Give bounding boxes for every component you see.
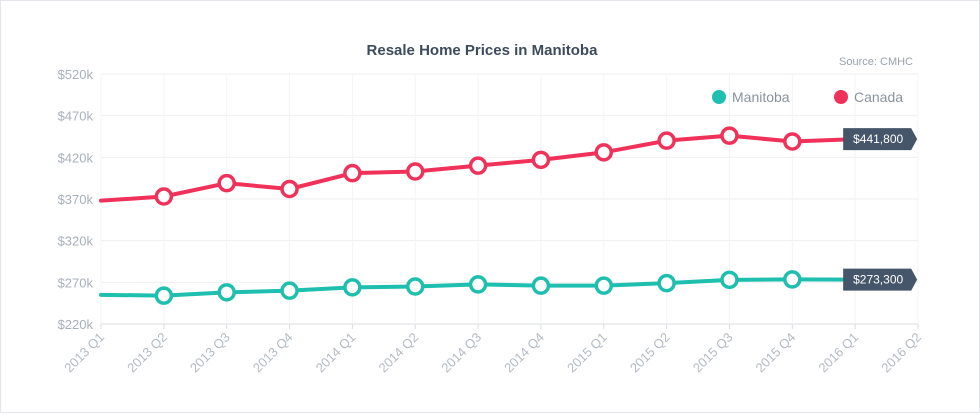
value-callout-label-manitoba: $273,300 <box>853 273 903 287</box>
x-tick-label: 2015 Q1 <box>564 330 610 376</box>
data-point-manitoba[interactable] <box>657 273 676 293</box>
x-tick-label: 2013 Q3 <box>187 330 233 376</box>
y-tick-label: $470k <box>58 109 94 124</box>
data-point-manitoba[interactable] <box>783 270 802 289</box>
x-tick-label: 2014 Q2 <box>375 330 421 376</box>
data-point-manitoba[interactable] <box>594 276 614 295</box>
x-tick-label: 2015 Q2 <box>627 330 673 376</box>
legend-marker-canada <box>834 90 848 104</box>
data-point-canada[interactable] <box>720 126 739 145</box>
data-point-canada[interactable] <box>657 131 676 150</box>
legend-item-canada[interactable]: Canada <box>834 89 903 105</box>
legend-label-manitoba: Manitoba <box>732 89 790 105</box>
series-layer <box>99 126 858 305</box>
y-tick-label: $420k <box>58 150 94 165</box>
x-tick-label: 2014 Q1 <box>313 330 359 376</box>
value-callout-canada <box>843 128 918 151</box>
y-tick-label: $270k <box>58 275 94 290</box>
data-point-canada[interactable] <box>783 132 802 151</box>
y-tick-label: $520k <box>58 67 94 82</box>
x-tick-label: 2016 Q2 <box>878 330 924 376</box>
data-point-canada[interactable] <box>217 173 236 193</box>
x-tick-label: 2014 Q4 <box>501 330 547 376</box>
legend-item-manitoba[interactable]: Manitoba <box>712 89 790 105</box>
legend-marker-manitoba <box>712 90 726 104</box>
y-tick-label: $370k <box>58 192 94 207</box>
data-point-manitoba[interactable] <box>531 276 551 295</box>
data-point-manitoba[interactable] <box>343 278 362 297</box>
x-tick-label: 2013 Q2 <box>124 330 170 376</box>
data-point-canada[interactable] <box>468 156 488 175</box>
data-point-canada[interactable] <box>154 187 174 206</box>
x-axis: 2013 Q1 2013 Q2 2013 Q3 2013 Q4 2014 Q1 2014 … <box>61 324 924 375</box>
y-tick-label: $220k <box>58 317 94 332</box>
data-point-canada[interactable] <box>343 163 362 183</box>
x-tick-label: 2013 Q4 <box>250 330 296 376</box>
data-point-canada[interactable] <box>405 162 425 181</box>
data-point-manitoba[interactable] <box>154 286 174 305</box>
source-label: Source: CMHC <box>839 56 913 68</box>
y-axis: $220k $270k $320k $370k $420k $470k $520k <box>58 67 94 332</box>
value-callout-manitoba <box>843 268 918 291</box>
data-point-manitoba[interactable] <box>720 270 739 290</box>
data-point-manitoba[interactable] <box>468 275 488 294</box>
chart-title: Resale Home Prices in Manitoba <box>367 42 599 59</box>
legend-label-canada: Canada <box>854 89 903 105</box>
x-tick-label: 2013 Q1 <box>61 330 107 376</box>
data-point-canada[interactable] <box>594 143 614 162</box>
y-tick-label: $320k <box>58 234 94 249</box>
x-tick-label: 2015 Q4 <box>753 330 799 376</box>
data-point-manitoba[interactable] <box>405 277 425 296</box>
value-callout-label-canada: $441,800 <box>853 132 903 146</box>
legend[interactable]: Manitoba Canada <box>712 89 903 105</box>
data-point-manitoba[interactable] <box>217 283 236 302</box>
x-tick-label: 2016 Q1 <box>815 330 861 376</box>
data-point-canada[interactable] <box>280 179 299 199</box>
data-point-manitoba[interactable] <box>280 281 299 300</box>
value-callouts: $441,800 $273,300 <box>843 128 918 291</box>
x-tick-label: 2015 Q3 <box>690 330 736 376</box>
data-point-canada[interactable] <box>531 150 551 170</box>
x-tick-label: 2014 Q3 <box>438 330 484 376</box>
